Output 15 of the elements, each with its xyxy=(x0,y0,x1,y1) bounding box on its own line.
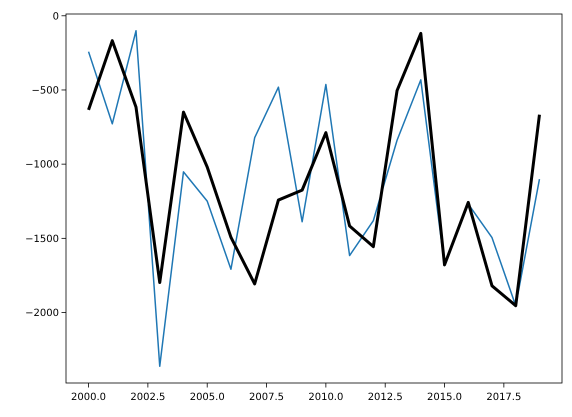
x-tick-label: 2000.0 xyxy=(71,392,106,403)
line-series xyxy=(88,30,540,367)
y-tick-label: −1000 xyxy=(25,160,59,171)
x-tick-label: 2010.0 xyxy=(308,392,344,403)
x-tick-label: 2015.0 xyxy=(427,392,462,403)
x-tick-label: 2007.5 xyxy=(249,392,284,403)
x-tick-label: 2012.5 xyxy=(368,392,403,403)
y-tick-label: −500 xyxy=(32,85,59,96)
y-tick-label: −1500 xyxy=(25,234,59,245)
x-tick-label: 2005.0 xyxy=(190,392,225,403)
x-tick-label: 2017.5 xyxy=(486,392,522,403)
y-tick-label: 0 xyxy=(52,11,59,22)
line-series xyxy=(87,32,541,308)
y-tick-label: −2000 xyxy=(25,308,59,320)
x-tick-label: 2002.5 xyxy=(130,392,166,403)
